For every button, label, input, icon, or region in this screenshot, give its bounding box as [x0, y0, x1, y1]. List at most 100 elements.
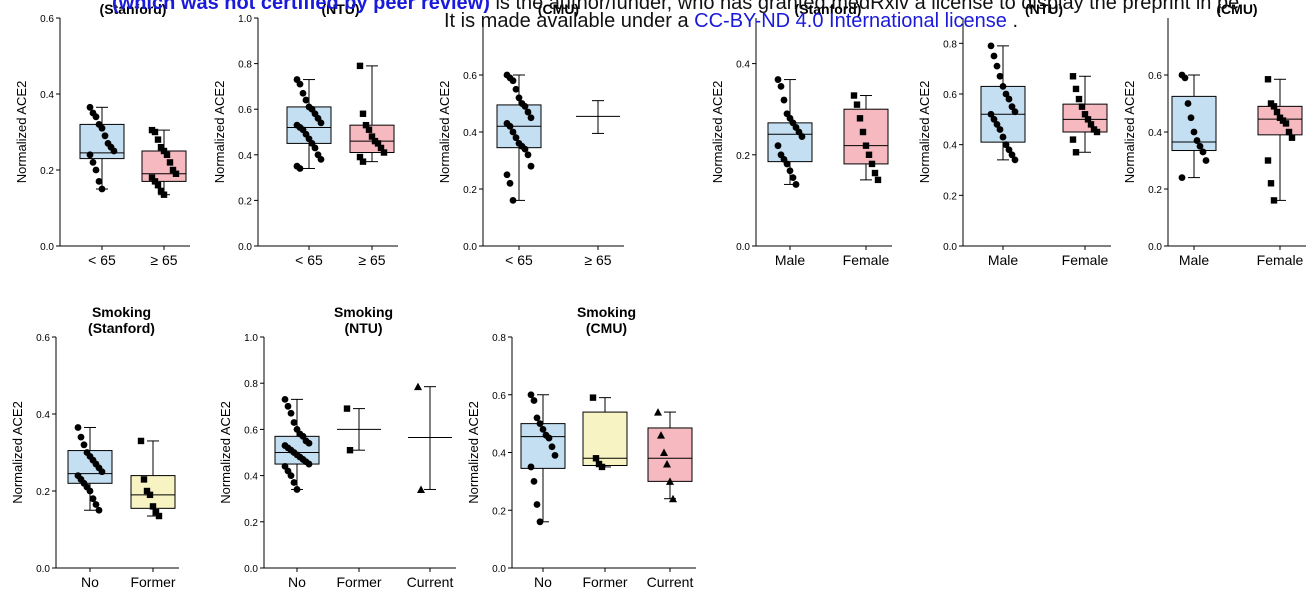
data-point — [993, 62, 1001, 70]
data-point — [98, 124, 106, 132]
box-group — [843, 92, 889, 184]
data-point — [853, 101, 861, 108]
y-tick-label: 0.6 — [1148, 71, 1162, 82]
data-point — [1273, 108, 1281, 116]
data-point — [1081, 111, 1089, 118]
box — [767, 122, 813, 163]
y-axis-label: Normalized ACE2 — [212, 81, 227, 184]
y-tick-label: 0.4 — [1148, 128, 1162, 139]
data-point — [343, 405, 351, 412]
data-point — [993, 121, 1001, 128]
box-group — [1171, 71, 1217, 182]
data-point — [374, 140, 382, 147]
data-point — [987, 110, 995, 118]
data-point — [509, 197, 517, 204]
data-point — [299, 89, 307, 97]
data-point — [1008, 151, 1016, 159]
data-point — [1005, 95, 1013, 103]
data-point — [868, 160, 876, 168]
box-group — [980, 42, 1026, 164]
data-point — [530, 397, 538, 404]
data-point — [536, 518, 544, 526]
y-tick-label: 0.2 — [238, 196, 252, 207]
data-point — [1005, 146, 1013, 154]
data-point — [592, 455, 600, 462]
data-point — [786, 167, 794, 175]
data-point — [296, 165, 304, 172]
data-point — [287, 472, 295, 479]
data-point — [533, 414, 541, 422]
data-point — [987, 42, 995, 50]
y-tick-label: 0.4 — [36, 410, 50, 421]
data-point — [506, 122, 514, 130]
data-point — [148, 174, 156, 181]
x-tick-label: Male — [775, 252, 806, 268]
data-point — [1087, 121, 1095, 128]
data-point — [95, 178, 103, 185]
data-point — [362, 121, 370, 129]
y-tick-label: 0.6 — [492, 391, 506, 402]
data-point — [110, 147, 118, 155]
chart-title: (CMU) — [586, 320, 627, 336]
y-axis-label: Normalized ACE2 — [710, 81, 725, 184]
data-point — [98, 468, 106, 476]
y-tick-label: 0.6 — [40, 14, 54, 25]
data-point — [1288, 134, 1296, 141]
data-point — [160, 191, 168, 198]
data-point — [293, 486, 301, 493]
data-point — [365, 126, 373, 133]
y-tick-label: 1.0 — [244, 333, 258, 344]
y-tick-label: 0.2 — [1148, 185, 1162, 196]
y-tick-label: 0.0 — [736, 242, 750, 253]
data-point — [1264, 76, 1272, 83]
data-point — [166, 159, 174, 166]
data-point — [296, 80, 304, 88]
chart-title: (NTU) — [344, 320, 382, 336]
y-tick-label: 0.0 — [463, 242, 477, 253]
data-point — [1264, 157, 1272, 164]
data-point — [792, 181, 800, 188]
data-point — [777, 83, 785, 90]
y-tick-label: 0.2 — [736, 151, 750, 162]
data-point — [1069, 136, 1077, 143]
y-tick-label: 0.4 — [492, 449, 506, 460]
chart-panel: (NTU) 0.0 0.2 0.4 0.6 0.8 Normalized ACE2 Male F… — [917, 1, 1111, 268]
data-point — [536, 420, 544, 428]
data-point — [414, 382, 422, 391]
y-tick-label: 0.4 — [40, 90, 54, 101]
data-point — [1084, 116, 1092, 123]
data-point — [521, 102, 529, 110]
data-point — [999, 133, 1007, 141]
data-point — [509, 77, 517, 85]
box-group — [79, 103, 125, 193]
box-group — [520, 391, 566, 526]
data-point — [160, 147, 168, 155]
data-point — [1196, 142, 1204, 150]
data-point — [89, 495, 97, 503]
data-point — [990, 115, 998, 123]
data-point — [356, 153, 364, 161]
data-point — [346, 446, 354, 454]
data-point — [663, 460, 671, 468]
data-point — [533, 501, 541, 508]
data-point — [990, 52, 998, 60]
y-tick-label: 0.0 — [36, 564, 50, 575]
y-tick-label: 0.4 — [736, 60, 750, 71]
data-point — [154, 182, 162, 189]
data-point — [302, 96, 310, 104]
data-point — [92, 113, 100, 121]
box-group — [767, 76, 813, 188]
data-point — [1267, 180, 1275, 187]
y-axis-label: Normalized ACE2 — [10, 401, 25, 504]
data-point — [1270, 103, 1278, 110]
data-point — [80, 441, 88, 449]
y-axis-label: Normalized ACE2 — [14, 81, 29, 184]
data-point — [527, 463, 535, 471]
data-point — [1184, 100, 1192, 107]
data-point — [290, 419, 298, 426]
y-tick-label: 0.2 — [36, 487, 50, 498]
data-point — [1199, 148, 1207, 156]
data-point — [506, 179, 514, 187]
data-point — [856, 115, 864, 122]
data-point — [157, 187, 165, 195]
